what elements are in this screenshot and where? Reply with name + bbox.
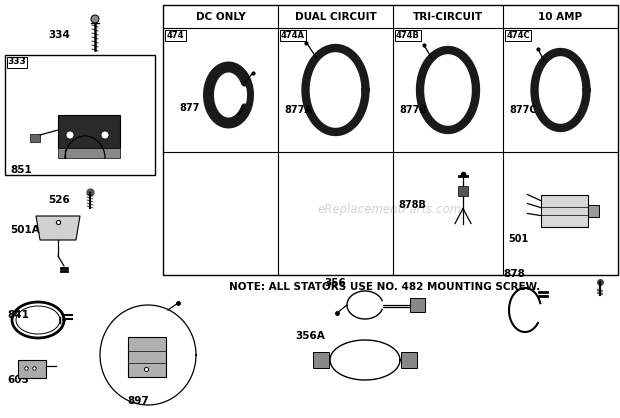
Text: 334: 334 xyxy=(48,30,70,40)
Text: 474B: 474B xyxy=(396,31,420,40)
Polygon shape xyxy=(395,30,421,41)
Polygon shape xyxy=(30,134,40,142)
Polygon shape xyxy=(458,186,468,196)
Text: 474C: 474C xyxy=(506,31,530,40)
Text: NOTE: ALL STATORS USE NO. 482 MOUNTING SCREW.: NOTE: ALL STATORS USE NO. 482 MOUNTING S… xyxy=(229,282,541,292)
Text: DUAL CIRCUIT: DUAL CIRCUIT xyxy=(294,12,376,21)
Text: 877B: 877B xyxy=(399,105,427,115)
Text: 878: 878 xyxy=(503,269,525,279)
Polygon shape xyxy=(313,352,329,368)
Polygon shape xyxy=(128,337,166,377)
Text: 605: 605 xyxy=(7,375,29,385)
Text: 10 AMP: 10 AMP xyxy=(538,12,583,21)
Text: 356: 356 xyxy=(324,278,346,288)
Text: 474A: 474A xyxy=(281,31,305,40)
Polygon shape xyxy=(5,55,155,175)
Circle shape xyxy=(91,15,99,23)
Circle shape xyxy=(101,131,109,139)
Polygon shape xyxy=(401,352,417,368)
Polygon shape xyxy=(58,148,120,158)
Text: 877A: 877A xyxy=(284,105,312,115)
Text: 851: 851 xyxy=(10,165,32,175)
Polygon shape xyxy=(58,115,120,148)
Text: 877C: 877C xyxy=(509,105,537,115)
Text: 841: 841 xyxy=(7,310,29,320)
Text: DC ONLY: DC ONLY xyxy=(196,12,246,21)
Circle shape xyxy=(66,131,74,139)
Text: 877: 877 xyxy=(179,103,200,113)
Text: TRI-CIRCUIT: TRI-CIRCUIT xyxy=(413,12,483,21)
Text: 333: 333 xyxy=(7,58,27,66)
Text: 356A: 356A xyxy=(295,331,325,341)
Polygon shape xyxy=(588,204,598,217)
Polygon shape xyxy=(165,30,186,41)
Polygon shape xyxy=(505,30,531,41)
Polygon shape xyxy=(280,30,306,41)
Polygon shape xyxy=(36,216,80,240)
Polygon shape xyxy=(7,57,27,68)
Text: 526: 526 xyxy=(48,195,70,205)
Text: 897: 897 xyxy=(127,396,149,406)
Text: eReplacementParts.com: eReplacementParts.com xyxy=(318,204,462,217)
Text: 878B: 878B xyxy=(398,201,426,211)
Polygon shape xyxy=(541,194,588,227)
Text: 501A: 501A xyxy=(10,225,40,235)
Text: 501: 501 xyxy=(508,234,528,244)
Polygon shape xyxy=(18,360,46,378)
Polygon shape xyxy=(410,298,425,312)
Text: 474: 474 xyxy=(167,31,184,40)
